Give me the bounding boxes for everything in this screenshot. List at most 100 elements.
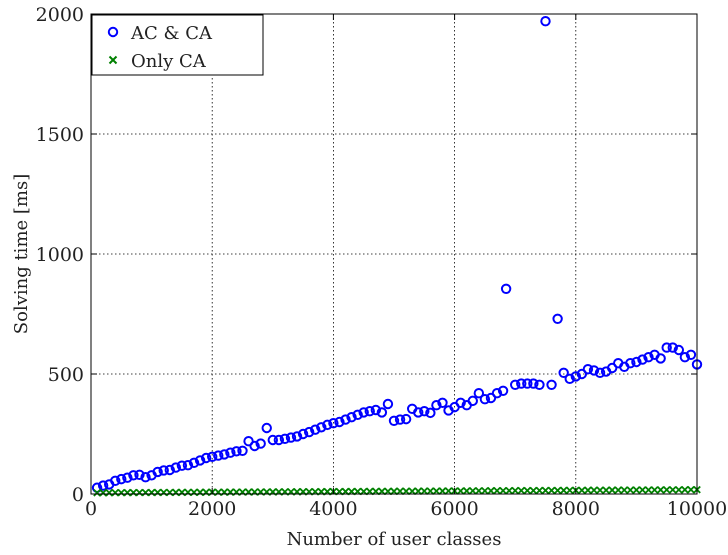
data-point-ac-and-ca	[134, 469, 145, 480]
x-tick-label: 2000	[188, 498, 236, 520]
data-point-ac-and-ca	[413, 407, 424, 418]
data-point-only-ca	[105, 488, 114, 497]
data-point-only-ca	[487, 486, 495, 495]
data-point-only-ca	[444, 487, 453, 495]
y-axis-label: Solving time [ms]	[11, 174, 32, 334]
y-tick-label: 500	[48, 364, 84, 386]
data-point-ac-and-ca	[516, 378, 527, 389]
data-point-only-ca	[378, 487, 386, 496]
data-point-ac-and-ca	[376, 407, 388, 418]
data-point-ac-and-ca	[510, 379, 521, 390]
data-point-ac-and-ca	[322, 419, 333, 431]
data-point-only-ca	[159, 488, 168, 497]
legend-marker-only-ca	[108, 55, 118, 65]
data-point-only-ca	[674, 485, 683, 494]
data-point-ac-and-ca	[655, 353, 666, 364]
data-point-only-ca	[553, 486, 562, 495]
data-point-ac-and-ca	[297, 428, 309, 440]
data-point-ac-and-ca	[491, 388, 503, 399]
data-point-ac-and-ca	[637, 354, 648, 365]
data-point-only-ca	[638, 486, 647, 494]
data-point-ac-and-ca	[534, 379, 545, 390]
data-point-only-ca	[499, 486, 507, 495]
legend-label-only-ca: Only CA	[131, 51, 207, 72]
data-point-ac-and-ca	[213, 450, 224, 461]
data-point-only-ca	[620, 486, 629, 494]
data-point-ac-and-ca	[328, 418, 339, 429]
x-tick-label: 8000	[552, 498, 600, 520]
data-point-only-ca	[578, 486, 586, 495]
x-tick-label: 4000	[309, 498, 357, 520]
data-point-ac-and-ca	[522, 378, 533, 389]
data-point-ac-and-ca	[425, 407, 436, 419]
data-point-only-ca	[172, 488, 180, 497]
data-point-ac-and-ca	[455, 397, 466, 408]
data-point-ac-and-ca	[582, 364, 594, 375]
data-point-ac-and-ca	[164, 464, 175, 476]
data-point-ac-and-ca	[285, 432, 297, 443]
data-point-only-ca	[656, 486, 665, 494]
data-point-only-ca	[123, 488, 132, 497]
data-point-ac-and-ca	[255, 438, 266, 449]
data-point-ac-and-ca	[346, 412, 357, 423]
data-point-ac-and-ca	[364, 406, 375, 417]
data-point-ac-and-ca	[158, 465, 169, 476]
data-point-ac-and-ca	[261, 422, 272, 434]
data-point-only-ca	[426, 487, 435, 495]
legend-box	[91, 14, 264, 76]
data-point-only-ca	[523, 486, 532, 495]
data-point-only-ca	[384, 487, 392, 496]
data-point-ac-and-ca	[431, 400, 442, 411]
data-point-ac-and-ca	[467, 395, 478, 407]
data-point-ac-and-ca	[182, 460, 194, 471]
data-point-ac-and-ca	[97, 480, 109, 491]
legend-marker-ac-and-ca	[107, 26, 119, 38]
data-point-only-ca	[632, 486, 641, 494]
data-point-only-ca	[626, 486, 635, 494]
data-point-only-ca	[135, 488, 144, 497]
data-point-ac-and-ca	[310, 424, 321, 435]
y-tick-label: 1000	[36, 244, 84, 266]
data-point-ac-and-ca	[558, 367, 569, 378]
data-point-ac-and-ca	[497, 385, 509, 396]
data-point-only-ca	[129, 488, 138, 497]
tick-labels: 0 2000 4000 6000 8000 10000 0 500 1000 1500 2000	[36, 4, 728, 520]
data-point-only-ca	[420, 487, 429, 495]
data-point-only-ca	[141, 488, 150, 497]
data-point-only-ca	[396, 487, 404, 496]
data-point-ac-and-ca	[237, 445, 248, 456]
data-point-ac-and-ca	[540, 16, 551, 27]
x-tick-label: 0	[85, 498, 97, 520]
data-point-ac-and-ca	[570, 371, 581, 382]
data-point-ac-and-ca	[588, 365, 600, 376]
data-point-ac-and-ca	[370, 404, 382, 416]
series-ac-and-ca	[91, 16, 703, 493]
data-point-only-ca	[681, 485, 689, 494]
data-point-only-ca	[529, 486, 538, 495]
data-point-only-ca	[402, 487, 410, 496]
data-point-ac-and-ca	[667, 342, 678, 353]
data-point-only-ca	[153, 488, 162, 497]
data-point-ac-and-ca	[316, 422, 327, 433]
data-point-ac-and-ca	[594, 367, 606, 378]
data-point-ac-and-ca	[291, 431, 303, 442]
data-point-ac-and-ca	[528, 378, 539, 389]
data-point-ac-and-ca	[303, 426, 315, 438]
data-point-ac-and-ca	[249, 440, 260, 452]
data-point-only-ca	[93, 488, 101, 497]
data-point-ac-and-ca	[479, 394, 491, 405]
data-point-only-ca	[408, 487, 417, 495]
data-point-only-ca	[596, 486, 604, 495]
y-tick-label: 2000	[36, 4, 84, 26]
data-point-only-ca	[565, 486, 574, 495]
data-point-ac-and-ca	[437, 397, 448, 408]
data-point-ac-and-ca	[122, 472, 133, 483]
data-point-only-ca	[541, 486, 550, 495]
data-point-only-ca	[117, 488, 126, 497]
legend-label-ac-and-ca: AC & CA	[130, 23, 213, 44]
data-point-only-ca	[147, 488, 156, 497]
data-point-only-ca	[456, 487, 465, 495]
data-point-only-ca	[165, 488, 174, 497]
x-axis-label: Number of user classes	[287, 529, 502, 550]
y-tick-label: 1500	[36, 124, 84, 146]
